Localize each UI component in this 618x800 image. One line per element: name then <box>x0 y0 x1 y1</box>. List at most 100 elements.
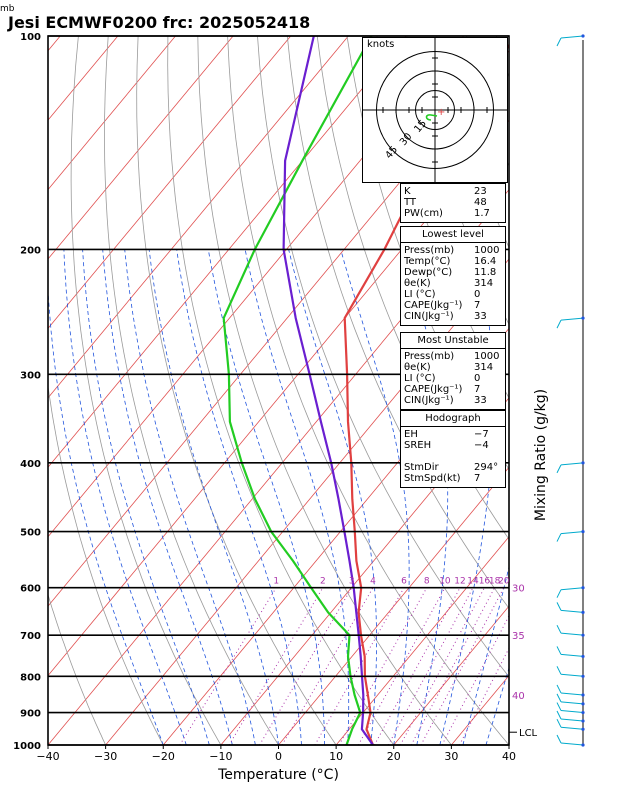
hodograph-info-value: −7 <box>474 429 489 440</box>
index-key: PW(cm) <box>404 208 443 219</box>
dry-adiabat-line <box>136 36 337 745</box>
wind-barb-dot <box>581 654 585 659</box>
lowest-level-value: 16.4 <box>474 256 497 267</box>
wind-barb-dot <box>581 727 585 731</box>
lowest-level-key: θe(K) <box>404 278 431 289</box>
hodograph-info-row: SREH −4 <box>401 440 505 451</box>
wind-barb <box>560 726 584 730</box>
most-unstable-value: 33 <box>474 395 487 406</box>
wind-barb-dot <box>581 461 585 465</box>
lcl-label: LCL <box>519 728 538 739</box>
wind-barb-dot <box>581 674 585 678</box>
mixing-ratio-line <box>410 587 496 745</box>
wind-barb <box>560 632 584 636</box>
wind-barb-flag <box>556 646 562 655</box>
temperature-tick-label: −30 <box>94 750 117 763</box>
hodograph-info-row: StmSpd(kt) 7 <box>401 473 505 484</box>
mixing-ratio-label: 20 <box>498 577 510 587</box>
moist-adiabat-line <box>176 249 302 745</box>
lowest-level-header: Lowest level <box>401 227 505 243</box>
wind-barb <box>560 587 584 591</box>
most-unstable-value: 314 <box>474 362 494 373</box>
mixing-ratio-label: 18 <box>489 577 501 587</box>
most-unstable-key: Press(mb) <box>404 351 455 362</box>
dry-adiabat-line <box>227 36 509 745</box>
most-unstable-row: CAPE(Jkg⁻¹) 7 <box>401 384 505 395</box>
wind-barb-dot <box>581 719 585 723</box>
temperature-tick-label: 20 <box>387 750 401 763</box>
pressure-tick-label: 600 <box>20 584 41 595</box>
lowest-level-row: Temp(°C) 16.4 <box>401 256 505 267</box>
hodograph-info-value: 294° <box>474 462 499 473</box>
wind-barb-flag <box>556 718 562 728</box>
wind-barb-dot <box>581 529 585 534</box>
wind-barb-flag <box>556 464 562 474</box>
wind-barb-dot <box>581 710 585 715</box>
dry-adiabat-line <box>556 36 618 745</box>
moist-adiabat-line <box>48 283 164 745</box>
most-unstable-key: CAPE(Jkg⁻¹) <box>404 384 463 395</box>
hodograph: 15 30 45 + knots <box>362 37 508 183</box>
mixing-ratio-line <box>420 587 505 745</box>
dry-adiabat-line <box>286 36 509 609</box>
storm-motion-marker: + <box>437 107 445 118</box>
mixing-ratio-label: 8 <box>424 577 430 587</box>
lowest-level-value: 1000 <box>474 245 500 256</box>
temperature-tick-label: 0 <box>275 750 282 763</box>
isotherm-line <box>48 36 234 260</box>
temperature-tick-label: 40 <box>502 750 516 763</box>
hodograph-info-value: −4 <box>474 440 489 451</box>
wind-barb-flag <box>556 693 562 703</box>
wind-barb-flag <box>556 319 562 329</box>
hodograph-info-row: EH −7 <box>401 429 505 440</box>
hodograph-info-key: SREH <box>404 440 432 451</box>
hodograph-trace <box>425 114 438 121</box>
hodograph-unit-label: knots <box>367 39 395 50</box>
isotherm-line <box>48 188 509 745</box>
isotherm-line <box>567 36 618 745</box>
moist-adiabat-line <box>340 249 410 745</box>
lowest-level-row: Press(mb) 1000 <box>401 245 505 256</box>
wind-barb <box>560 531 584 535</box>
temperature-tick-label: 30 <box>444 750 458 763</box>
hodograph-ring-label: 30 <box>398 131 415 148</box>
dry-adiabat-line <box>197 36 452 745</box>
hodograph-info-row <box>401 451 505 462</box>
moist-adiabat-line <box>402 249 449 745</box>
hodograph-ring-label: 45 <box>383 144 400 161</box>
pressure-tick-label: 800 <box>20 672 41 683</box>
wind-barb-flag <box>556 710 562 720</box>
dry-adiabat-line <box>257 36 509 678</box>
wind-barb-dot <box>581 34 585 38</box>
lowest-level-key: Dewp(°C) <box>404 267 453 278</box>
index-value: 1.7 <box>474 208 490 219</box>
most-unstable-value: 0 <box>474 373 481 384</box>
most-unstable-key: LI (°C) <box>404 373 436 384</box>
dewpoint-curve <box>222 36 373 745</box>
temperature-tick-label: 10 <box>329 750 343 763</box>
y-axis-label: Mixing Ratio (g/kg) <box>533 389 549 521</box>
lowest-level-value: 33 <box>474 311 487 322</box>
parcel-curve <box>282 36 374 745</box>
isotherm-line <box>508 744 509 745</box>
theta-e-label: 30 <box>512 584 525 595</box>
index-value: 23 <box>474 186 487 197</box>
dry-adiabat-line <box>48 36 164 745</box>
index-value: 48 <box>474 197 487 208</box>
mixing-ratio-label: 1 <box>273 577 279 587</box>
hodograph-info-value: 7 <box>474 473 481 484</box>
most-unstable-row: CIN(Jkg⁻¹) 33 <box>401 395 505 406</box>
index-key: TT <box>404 197 417 208</box>
wind-barb-flag <box>556 666 562 675</box>
dry-adiabat-line <box>104 36 279 745</box>
pressure-tick-label: 400 <box>20 459 41 470</box>
dry-adiabat-line <box>586 36 618 745</box>
wind-barb-flag <box>556 37 562 47</box>
isotherm-line <box>48 36 119 121</box>
wind-barb <box>560 742 584 746</box>
hodograph-info-key: StmSpd(kt) <box>404 473 461 484</box>
most-unstable-key: θe(K) <box>404 362 431 373</box>
mixing-ratio-label: 6 <box>401 577 407 587</box>
hodograph-info-value <box>474 451 502 462</box>
mixing-ratio-line <box>387 587 474 745</box>
